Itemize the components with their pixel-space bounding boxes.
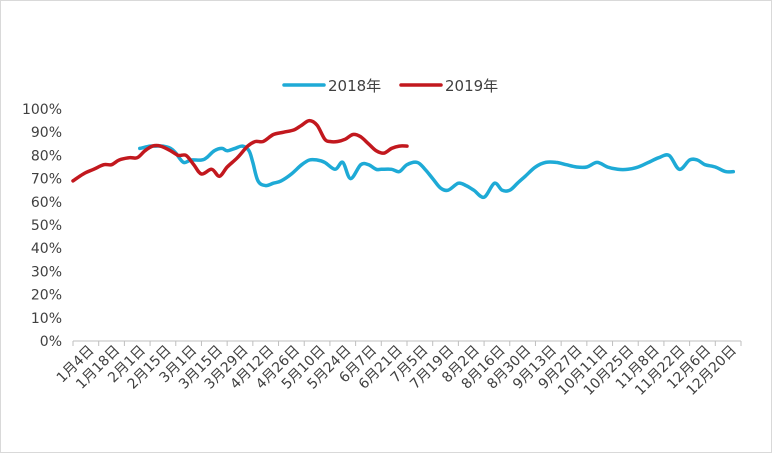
y-tick-label: 60% [31, 195, 62, 211]
y-tick-label: 100% [22, 102, 62, 118]
legend-label: 2018年 [328, 77, 381, 95]
y-tick-label: 20% [31, 288, 62, 304]
legend-label: 2019年 [445, 77, 498, 95]
x-axis: 1月4日1月18日2月1日2月15日3月1日3月15日3月29日4月12日4月2… [54, 340, 742, 399]
y-tick-label: 0% [40, 334, 62, 350]
series-line-first [138, 144, 736, 200]
plot-lines [71, 118, 736, 200]
y-tick-label: 70% [31, 172, 62, 188]
series-line-second [71, 118, 409, 183]
y-tick-label: 50% [31, 218, 62, 234]
y-tick-label: 80% [31, 148, 62, 164]
y-tick-label: 90% [31, 125, 62, 141]
y-tick-label: 40% [31, 241, 62, 257]
y-tick-label: 10% [31, 311, 62, 327]
legend: 2018年 2019年 [282, 77, 498, 95]
y-axis: 0% 10% 20% 30% 40% 50% 60% 70% 80% 90% 100% [22, 102, 62, 350]
y-tick-label: 30% [31, 264, 62, 280]
